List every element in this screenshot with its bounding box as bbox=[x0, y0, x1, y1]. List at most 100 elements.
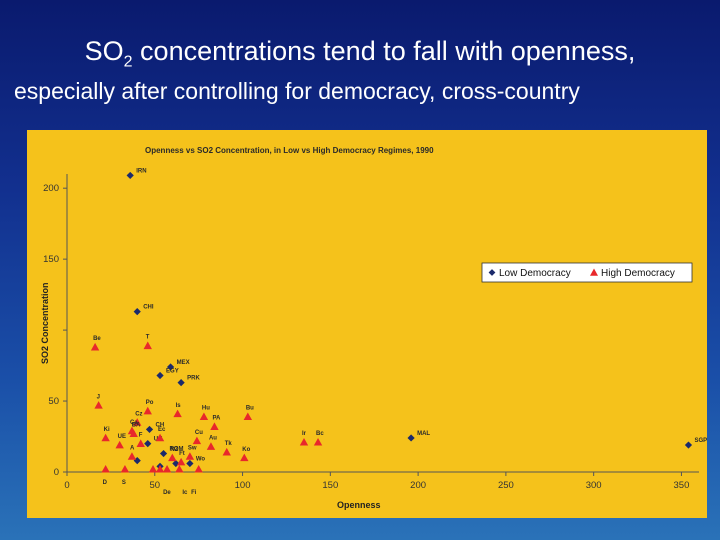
point-label: D bbox=[103, 480, 108, 486]
high-democracy-point bbox=[133, 418, 142, 426]
chart-axes: 0 50 100 150 200 250 300 350 0 50 150 200 bbox=[43, 174, 699, 491]
x-tick-label: 200 bbox=[410, 480, 426, 491]
high-democracy-point bbox=[185, 452, 195, 460]
point-label: Sw bbox=[188, 445, 197, 451]
point-label: IRN bbox=[136, 168, 146, 174]
point-label: Bu bbox=[246, 406, 254, 412]
high-democracy-point bbox=[143, 406, 152, 415]
high-democracy-point bbox=[162, 464, 172, 473]
low-democracy-point bbox=[156, 371, 164, 380]
point-label: Ec bbox=[158, 427, 166, 433]
high-democracy-point bbox=[136, 439, 145, 447]
high-democracy-point bbox=[148, 464, 158, 473]
high-democracy-point bbox=[129, 429, 138, 438]
high-democracy-point bbox=[206, 442, 216, 450]
low-democracy-point bbox=[166, 363, 175, 371]
high-democracy-point bbox=[240, 453, 249, 462]
high-democracy-point bbox=[243, 412, 253, 421]
chart-title: Openness vs SO2 Concentration, in Low vs… bbox=[145, 146, 434, 155]
point-label: T bbox=[146, 335, 150, 341]
slide-title: SO2 concentrations tend to fall with ope… bbox=[0, 36, 720, 71]
high-democracy-point bbox=[173, 409, 182, 418]
legend-low-marker bbox=[488, 269, 496, 276]
chart-legend: Low Democracy High Democracy bbox=[481, 262, 693, 283]
slide-title-prefix: SO bbox=[84, 36, 124, 66]
point-label: Hu bbox=[202, 406, 210, 412]
point-label: F bbox=[139, 433, 143, 439]
scatter-chart: Openness vs SO2 Concentration, in Low vs… bbox=[40, 146, 707, 510]
x-tick-label: 350 bbox=[674, 480, 690, 491]
high-democracy-point bbox=[176, 457, 186, 466]
high-democracy-point bbox=[155, 433, 165, 442]
low-democracy-point bbox=[186, 459, 194, 468]
point-label: PRK bbox=[187, 376, 200, 382]
low-democracy-point bbox=[407, 434, 415, 442]
high-democracy-point bbox=[194, 464, 203, 473]
high-democracy-point bbox=[90, 342, 100, 351]
point-label: Cz bbox=[135, 411, 142, 417]
point-label: Ft bbox=[179, 451, 185, 457]
legend-low-label: Low Democracy bbox=[499, 268, 571, 279]
high-democracy-point bbox=[175, 464, 184, 473]
high-democracy-point bbox=[192, 436, 202, 445]
point-label: Tk bbox=[225, 441, 233, 447]
high-democracy-point bbox=[115, 440, 124, 449]
point-label: Is bbox=[176, 403, 182, 409]
point-label: S bbox=[122, 480, 126, 486]
legend-high-label: High Democracy bbox=[601, 268, 675, 279]
y-tick-label: 50 bbox=[48, 396, 59, 407]
x-tick-label: 100 bbox=[235, 480, 251, 491]
high-democracy-point bbox=[94, 401, 103, 409]
point-label: Bc bbox=[316, 431, 324, 437]
slide-title-subscript: 2 bbox=[123, 53, 133, 71]
point-label: Cu bbox=[195, 430, 203, 436]
high-democracy-point bbox=[120, 464, 130, 473]
point-label: MAL bbox=[417, 431, 430, 437]
point-label: Ko bbox=[242, 447, 250, 453]
low-democracy-point bbox=[133, 457, 141, 465]
high-democracy-point bbox=[127, 452, 137, 460]
legend-box bbox=[481, 262, 693, 283]
point-label: Wo bbox=[196, 456, 206, 462]
point-label: Po bbox=[146, 400, 154, 406]
low-democracy-point bbox=[126, 171, 134, 180]
low-democracy-point bbox=[177, 379, 185, 387]
chart-marks: IRNCHIMEXEGYPRKCHUKROMWoMALSGPBeTJPoIsHu… bbox=[90, 168, 707, 496]
point-label: SGP bbox=[694, 438, 707, 444]
point-label: NZ bbox=[170, 447, 178, 453]
point-label: MEX bbox=[177, 360, 190, 366]
high-democracy-point bbox=[222, 447, 231, 456]
high-democracy-point bbox=[210, 422, 219, 430]
y-tick-label: 0 bbox=[54, 467, 59, 478]
low-democracy-point bbox=[145, 425, 154, 434]
high-democracy-point bbox=[101, 464, 110, 473]
x-axis-label: Openness bbox=[337, 500, 381, 510]
point-label: Ca bbox=[130, 420, 138, 426]
point-label: A bbox=[130, 445, 135, 451]
slide-title-rest: concentrations tend to fall with opennes… bbox=[132, 36, 636, 66]
high-democracy-point bbox=[101, 433, 110, 442]
point-label: Fi bbox=[191, 490, 197, 496]
slide-subtitle: especially after controlling for democra… bbox=[14, 78, 580, 104]
point-label: J bbox=[97, 394, 100, 400]
high-democracy-point bbox=[155, 464, 165, 473]
legend-high-marker bbox=[590, 268, 598, 276]
high-democracy-point bbox=[199, 412, 209, 421]
point-label: PA bbox=[212, 416, 221, 422]
x-tick-label: 150 bbox=[322, 480, 338, 491]
chart-panel: Openness vs SO2 Concentration, in Low vs… bbox=[27, 130, 707, 518]
y-tick-label: 150 bbox=[43, 254, 59, 265]
point-label: ROM bbox=[170, 447, 184, 453]
x-tick-label: 0 bbox=[64, 480, 69, 491]
low-democracy-point bbox=[144, 440, 152, 448]
y-axis-label: SO2 Concentration bbox=[40, 282, 50, 364]
point-label: CH bbox=[156, 422, 165, 428]
point-label: Be bbox=[93, 336, 101, 342]
point-label: Au bbox=[209, 435, 217, 441]
point-label: De bbox=[163, 490, 171, 496]
point-label: Ir bbox=[302, 431, 307, 437]
y-tick-label: 200 bbox=[43, 183, 59, 194]
low-democracy-point bbox=[684, 441, 693, 449]
low-democracy-point bbox=[133, 308, 141, 316]
point-label: UE bbox=[118, 434, 126, 440]
